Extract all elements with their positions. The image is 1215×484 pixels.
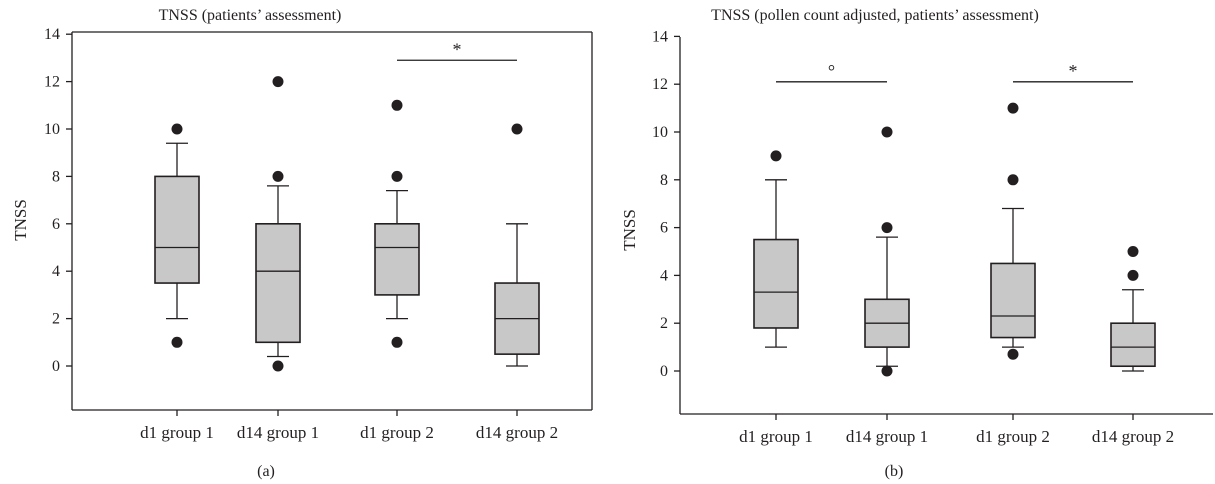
- chart-panel-b: TNSS (pollen count adjusted, patients’ a…: [620, 7, 1213, 480]
- y-tick-label: 6: [52, 216, 60, 233]
- chart-panel-a: TNSS (patients’ assessment) TNSS (a) 0 2 4…: [11, 7, 593, 480]
- outlier-point: [272, 360, 284, 372]
- y-tick-label: 10: [44, 121, 60, 138]
- outlier-point: [881, 365, 893, 377]
- outlier-point: [1007, 102, 1019, 114]
- x-tick-label: d1 group 2: [976, 427, 1050, 446]
- significance-label: *: [1069, 61, 1078, 81]
- outlier-point: [1127, 269, 1139, 281]
- x-tick-label: d1 group 1: [140, 423, 214, 442]
- y-tick-label: 14: [44, 26, 60, 43]
- outlier-point: [272, 76, 284, 88]
- box: [154, 175, 200, 284]
- y-tick-label: 14: [652, 28, 668, 45]
- y-tick-label: 12: [44, 74, 60, 91]
- panel-label: (b): [885, 463, 904, 480]
- box: [990, 262, 1036, 339]
- significance-label: *: [453, 39, 462, 59]
- box: [753, 238, 799, 329]
- x-tick-label: d1 group 2: [360, 423, 434, 442]
- y-tick-label: 12: [652, 76, 668, 93]
- y-tick-label: 0: [660, 363, 668, 380]
- x-tick-label: d14 group 1: [237, 423, 319, 442]
- y-tick-label: 6: [660, 220, 668, 237]
- outlier-point: [511, 123, 523, 135]
- panel-label: (a): [257, 463, 275, 480]
- outlier-point: [1007, 174, 1019, 186]
- outlier-point: [391, 99, 403, 111]
- box: [1110, 322, 1156, 368]
- y-tick-label: 4: [52, 263, 60, 280]
- outlier-point: [272, 170, 284, 182]
- outlier-point: [171, 336, 183, 348]
- y-tick-label: 4: [660, 267, 668, 284]
- outlier-point: [881, 222, 893, 234]
- chart-title: TNSS (pollen count adjusted, patients’ a…: [711, 7, 1039, 24]
- x-tick-label: d14 group 2: [1092, 427, 1174, 446]
- y-axis-label: TNSS: [11, 199, 30, 241]
- x-tick-label: d14 group 2: [476, 423, 558, 442]
- y-axis-label: TNSS: [620, 209, 639, 251]
- plot-area: 0 2 4 6 8 10 12 14 d1 group 1 d14 group 1 d1 group…: [652, 28, 1213, 446]
- chart-title: TNSS (patients’ assessment): [159, 7, 342, 24]
- x-tick-label: d1 group 1: [739, 427, 813, 446]
- y-tick-label: 2: [660, 315, 668, 332]
- outlier-point: [881, 126, 893, 138]
- plot-area: 0 2 4 6 8 10 12 14 d1 group 1 d14 group 1 d1 group…: [44, 26, 593, 442]
- outlier-point: [1127, 246, 1139, 257]
- y-tick-label: 2: [52, 311, 60, 328]
- outlier-point: [1007, 348, 1019, 360]
- outlier-point: [770, 150, 782, 162]
- outlier-point: [391, 170, 403, 182]
- y-tick-label: 10: [652, 124, 668, 141]
- y-tick-label: 0: [52, 358, 60, 375]
- x-tick-label: d14 group 1: [846, 427, 928, 446]
- significance-label: °: [828, 61, 835, 81]
- y-tick-label: 8: [660, 172, 668, 189]
- box: [374, 223, 420, 296]
- box: [255, 223, 301, 344]
- outlier-point: [171, 123, 183, 135]
- y-tick-label: 8: [52, 168, 60, 185]
- outlier-point: [391, 336, 403, 348]
